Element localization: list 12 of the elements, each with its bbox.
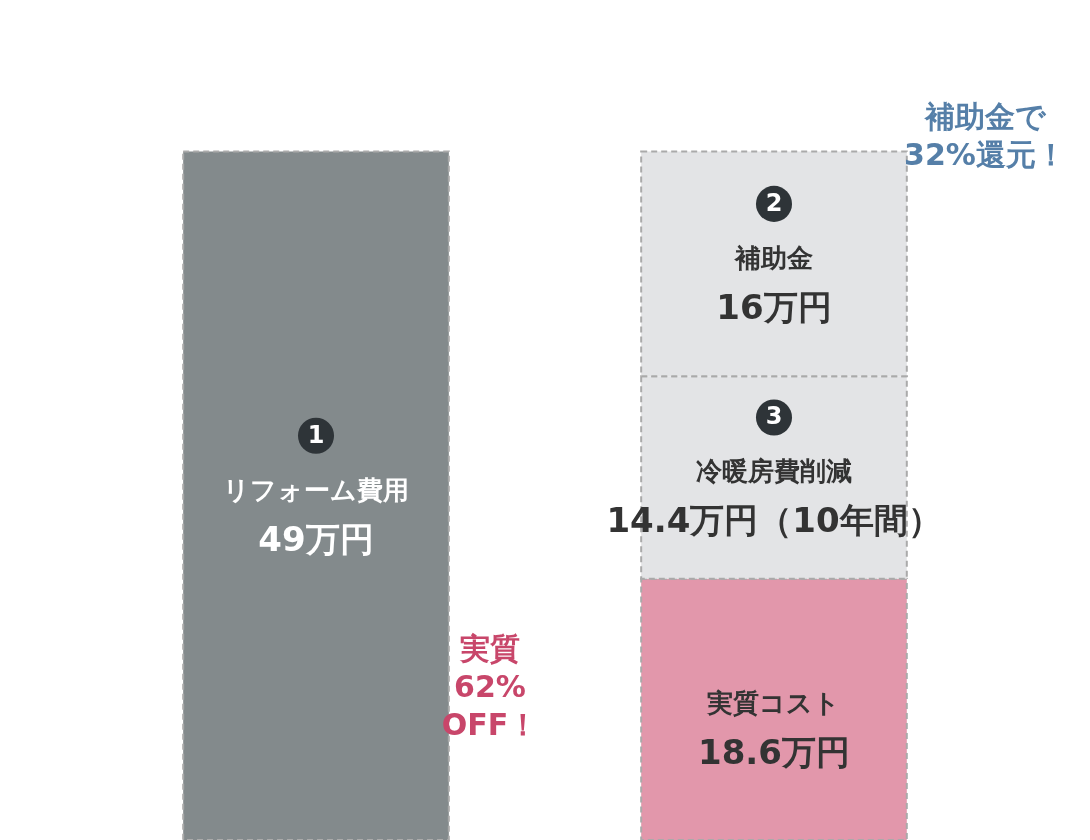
- data-label: 16万円: [716, 286, 832, 327]
- annotation: 1: [307, 420, 325, 449]
- annotation: 2: [765, 188, 783, 217]
- annotation: 3: [765, 402, 783, 431]
- series-label: 補助金: [733, 242, 813, 273]
- data-label: 18.6万円: [698, 732, 850, 773]
- data-label: 14.4万円（10年間）: [606, 500, 942, 541]
- series-label: 実質コスト: [706, 688, 841, 719]
- data-label: 49万円: [258, 518, 374, 559]
- series-label: リフォーム費用: [223, 474, 410, 505]
- series-label: 冷暖房費削減: [695, 456, 852, 487]
- annotation: 補助金で32%還元！: [904, 99, 1066, 172]
